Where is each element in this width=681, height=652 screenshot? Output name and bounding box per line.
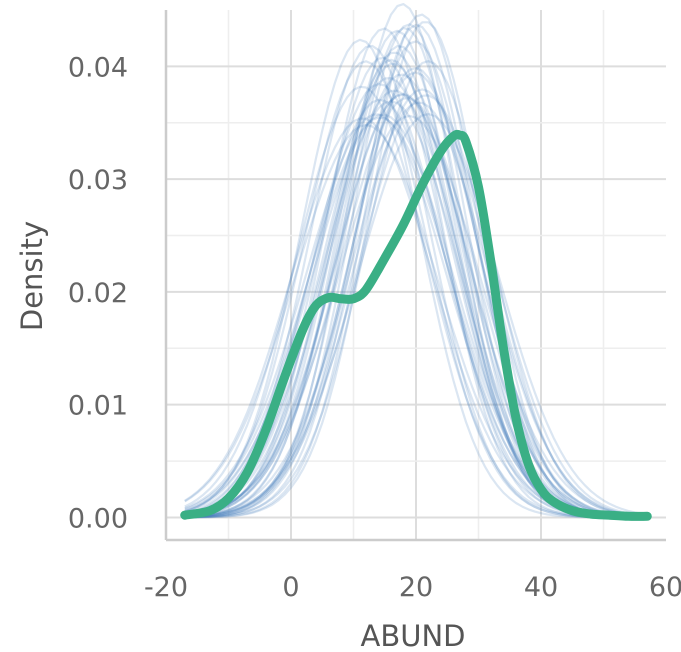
y-tick-label: 0.03	[68, 165, 128, 196]
replicate-density-line	[184, 89, 648, 519]
replicate-density-line	[184, 114, 648, 518]
replicate-density-line	[184, 38, 648, 519]
x-tick-label: 0	[282, 572, 299, 603]
y-tick-label: 0.00	[68, 503, 128, 534]
y-axis-ticks: 0.00 0.01 0.02 0.03 0.04	[68, 52, 128, 534]
replicate-density-line	[184, 23, 648, 519]
y-tick-label: 0.04	[68, 52, 128, 83]
replicate-density-line	[184, 97, 648, 518]
main-density-series	[180, 129, 652, 521]
replicate-density-line	[184, 40, 648, 519]
x-tick-label: 40	[524, 572, 558, 603]
replicate-density-line	[184, 71, 648, 518]
replicate-density-line	[184, 94, 648, 518]
x-tick-label: -20	[144, 572, 188, 603]
replicate-density-line	[184, 66, 648, 519]
replicate-density-line	[184, 60, 648, 519]
y-tick-label: 0.02	[68, 278, 128, 309]
replicate-density-line	[184, 101, 648, 518]
x-tick-label: 60	[649, 572, 681, 603]
y-axis-label: Density	[15, 221, 49, 331]
axes	[164, 10, 666, 542]
replicate-density-line	[184, 88, 648, 518]
y-tick-label: 0.01	[68, 391, 128, 422]
replicate-density-line	[184, 93, 648, 519]
replicate-density-line	[184, 73, 648, 519]
main-density-line	[180, 129, 652, 521]
replicate-density-line	[184, 27, 648, 519]
x-tick-label: 20	[399, 572, 433, 603]
replicate-density-line	[184, 85, 648, 519]
replicate-density-line	[184, 113, 648, 518]
replicate-density-line	[184, 21, 648, 519]
x-axis-ticks: -20 0 20 40 60	[144, 572, 681, 603]
grid-lines	[166, 10, 666, 540]
replicate-density-line	[184, 92, 648, 519]
x-axis-label: ABUND	[361, 619, 466, 652]
replicate-density-line	[184, 13, 648, 519]
